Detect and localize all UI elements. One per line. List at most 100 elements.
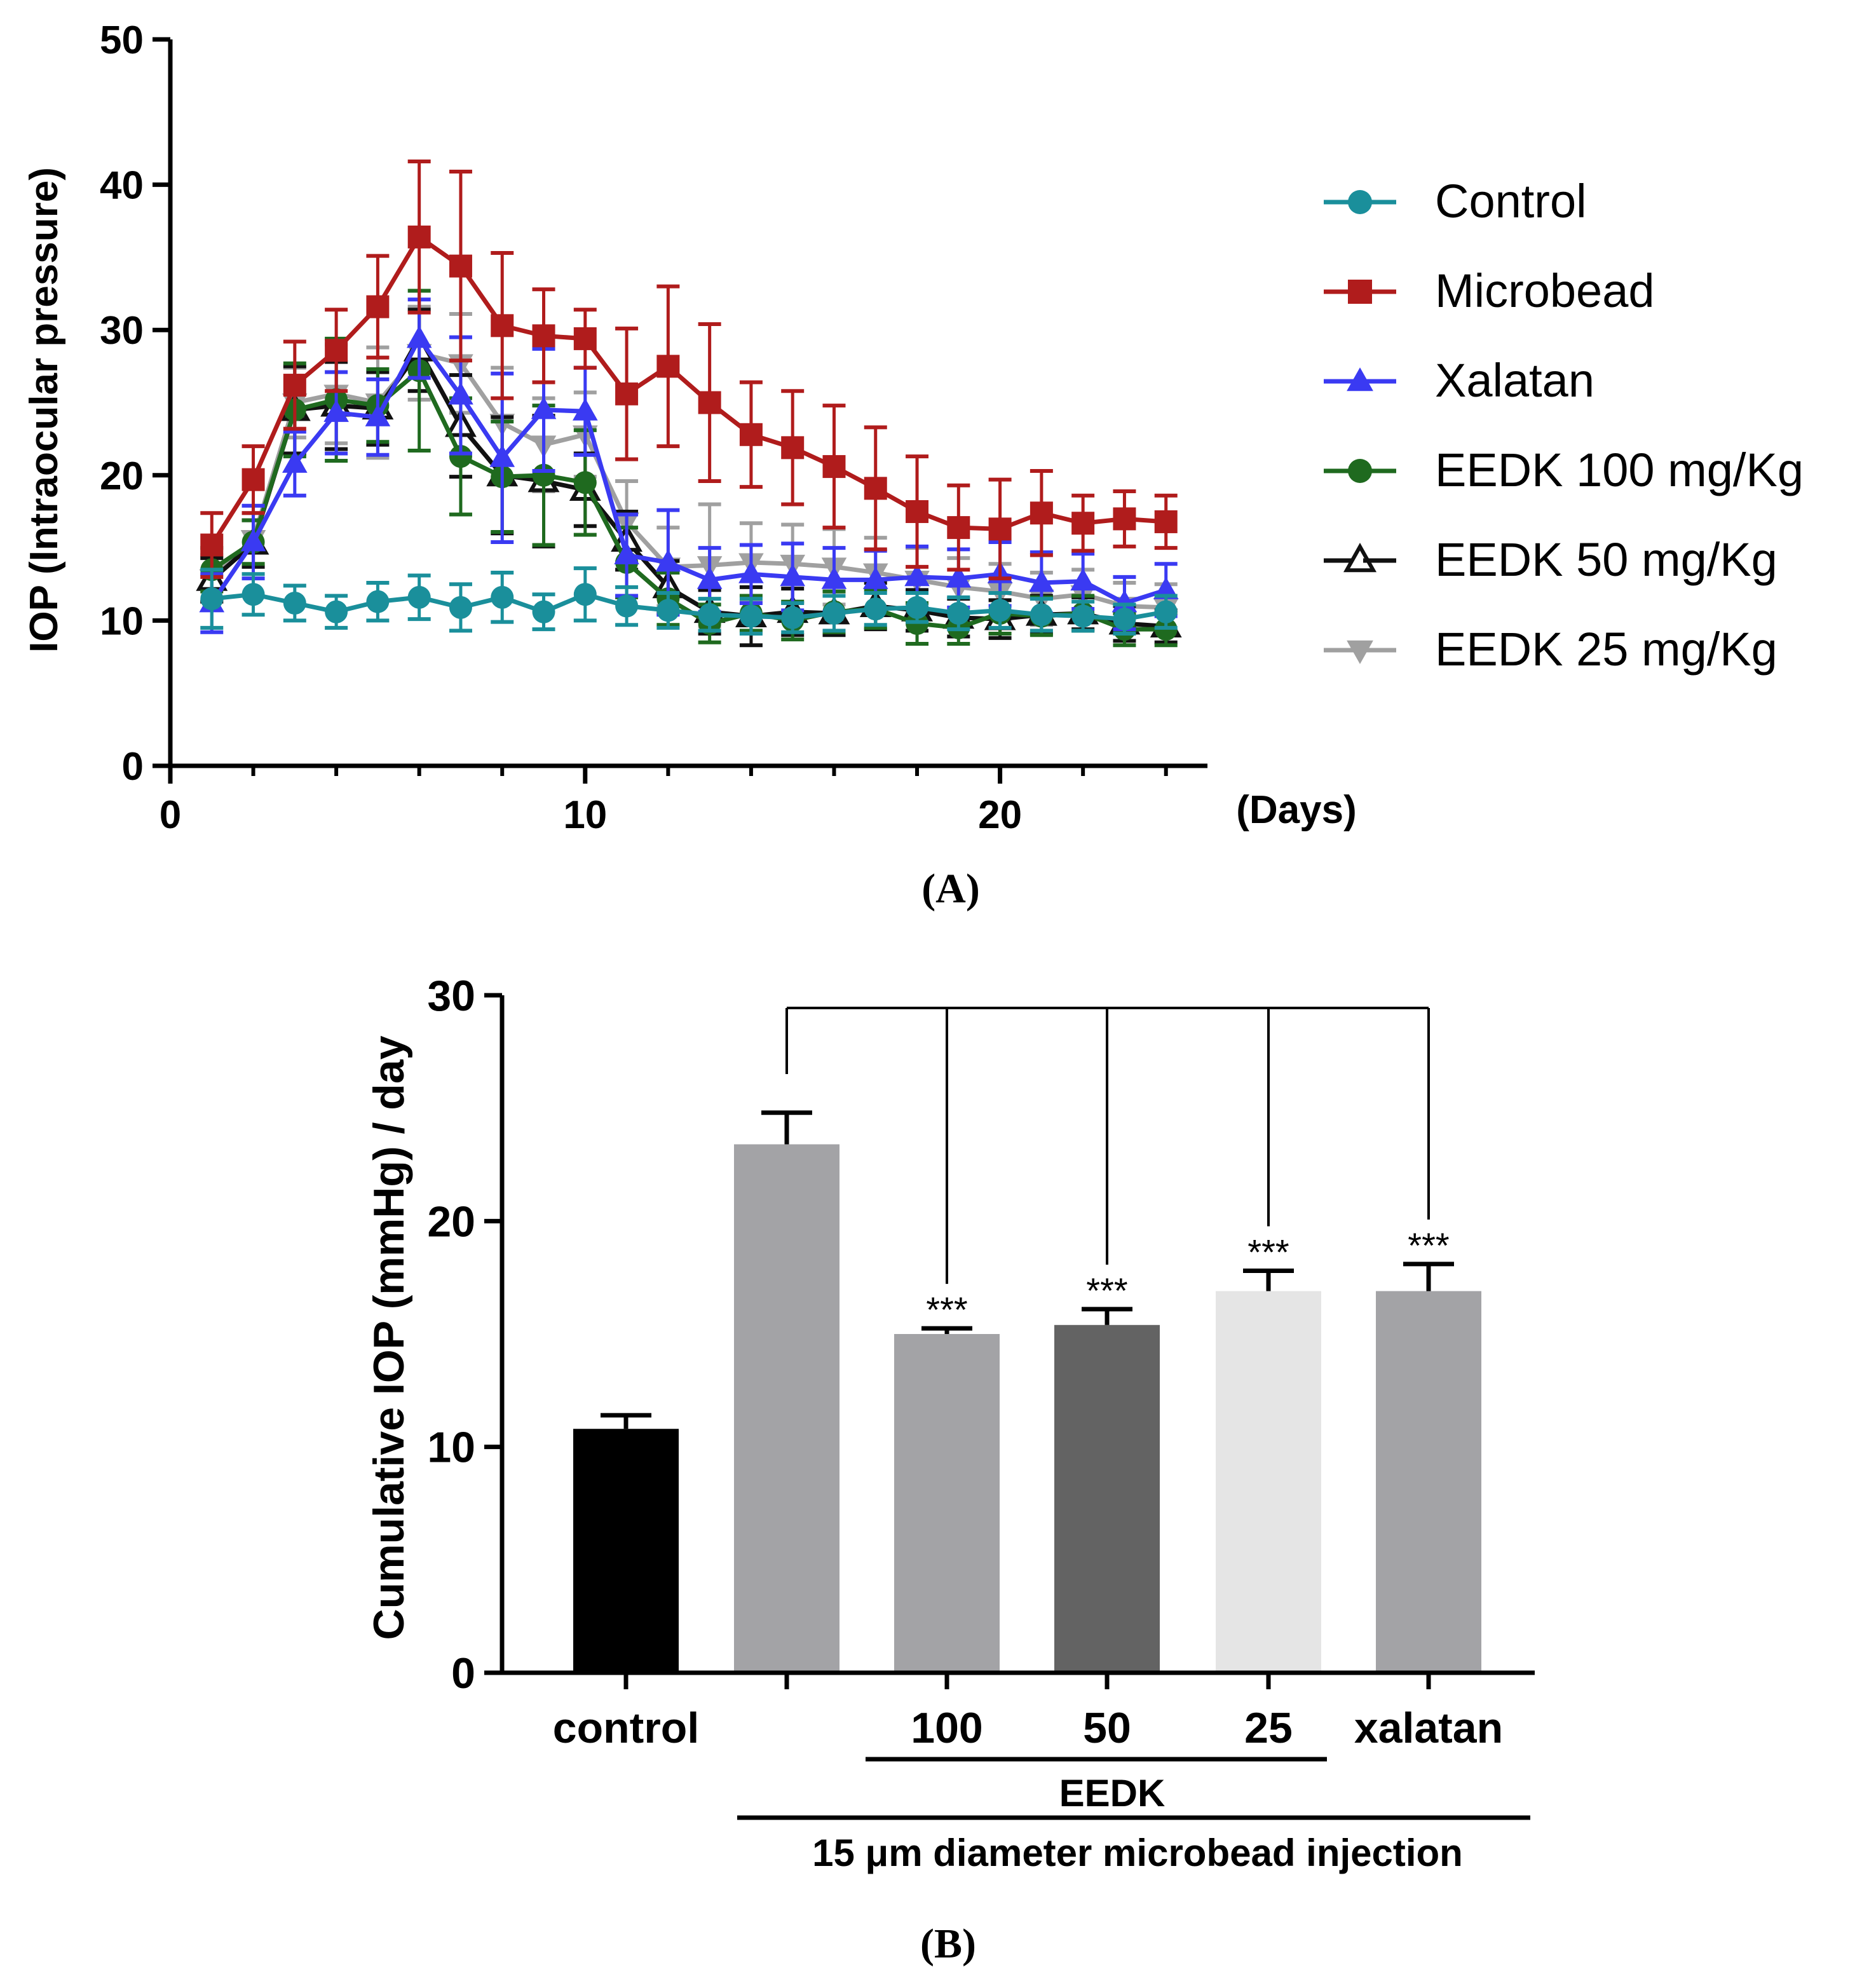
- y-tick-label: 20: [427, 1197, 475, 1246]
- x-tick-label: 25: [1244, 1704, 1293, 1752]
- data-point: [947, 601, 970, 625]
- y-tick-labels: 0 10 20 30 40 50: [100, 18, 144, 789]
- legend: Control Microbead Xalatan EEDK 100 mg/Kg EED…: [1324, 175, 1804, 676]
- comparison-brackets: [785, 1007, 1430, 1284]
- legend-label: Control: [1435, 175, 1587, 228]
- bar: [894, 1334, 1000, 1673]
- data-point: [241, 468, 265, 491]
- significance-label: ***: [1247, 1232, 1289, 1272]
- y-tick-labels: 0 10 20 30: [427, 972, 475, 1698]
- iop-line-chart: IOP (Intraocular pressure) 0 10 20 30 40 50 0…: [22, 18, 1804, 912]
- data-point: [697, 566, 723, 589]
- data-point: [739, 604, 763, 628]
- data-point: [200, 587, 224, 611]
- x-axis-label: (Days): [1236, 788, 1357, 832]
- bar-group: [573, 1413, 679, 1673]
- x-tick-label: 100: [911, 1704, 982, 1752]
- legend-entry-eedk-25-mg-kg: EEDK 25 mg/Kg: [1324, 623, 1777, 676]
- data-point: [366, 295, 390, 318]
- x-tick-label: control: [553, 1704, 699, 1752]
- data-point: [573, 583, 597, 606]
- data-point: [1029, 569, 1054, 592]
- data-point: [698, 603, 721, 627]
- data-point: [489, 444, 515, 467]
- x-tick-labels: control 100 50 25 xalatan: [553, 1704, 1503, 1752]
- data-point: [449, 445, 472, 468]
- data-point: [781, 436, 805, 459]
- x-tick-label: 20: [978, 793, 1022, 837]
- data-point: [1113, 608, 1136, 631]
- y-tick-label: 40: [100, 164, 144, 208]
- legend-marker: [1347, 367, 1373, 391]
- data-point: [532, 600, 555, 623]
- x-tick-label: 50: [1083, 1704, 1131, 1752]
- data-point: [906, 500, 929, 523]
- series-line: [210, 334, 1167, 606]
- y-tick-label: 50: [100, 18, 144, 62]
- data-point: [906, 596, 929, 619]
- data-point: [1030, 603, 1053, 627]
- bar-group: ***: [894, 1290, 1000, 1673]
- data-point: [822, 601, 846, 625]
- significance-label: ***: [1086, 1270, 1127, 1310]
- series-microbead: [200, 160, 1178, 581]
- data-point: [1111, 590, 1138, 613]
- y-tick-label: 0: [122, 745, 144, 789]
- data-point: [532, 324, 555, 348]
- panel-label-b: (B): [920, 1921, 976, 1967]
- data-point: [821, 566, 847, 589]
- data-point: [822, 455, 846, 479]
- y-tick-label: 20: [100, 454, 144, 498]
- x-tick-label: xalatan: [1354, 1704, 1503, 1752]
- data-point: [282, 450, 308, 473]
- axes: [484, 993, 1535, 1689]
- bar: [1054, 1324, 1160, 1673]
- panel-label-a: (A): [921, 866, 980, 912]
- data-point: [406, 325, 432, 348]
- y-tick-label: 10: [100, 599, 144, 643]
- legend-marker: [1348, 459, 1372, 483]
- series-line: [210, 367, 1166, 632]
- data-point: [1071, 604, 1095, 628]
- data-point: [283, 374, 306, 397]
- data-point: [864, 597, 887, 621]
- data-point: [738, 561, 764, 583]
- data-point: [988, 599, 1012, 622]
- data-point: [449, 254, 472, 278]
- data-point: [573, 327, 597, 350]
- legend-label: Xalatan: [1435, 354, 1594, 407]
- eedk-group-label: EEDK: [1059, 1772, 1166, 1814]
- series-control: [200, 566, 1178, 636]
- legend-entry-eedk-50-mg-kg: EEDK 50 mg/Kg: [1324, 533, 1777, 586]
- data-point: [656, 599, 680, 622]
- data-point: [739, 423, 763, 446]
- data-point: [1070, 568, 1096, 591]
- data-point: [864, 477, 887, 500]
- legend-marker: [1348, 190, 1372, 214]
- legend-entry-xalatan: Xalatan: [1324, 354, 1594, 407]
- data-point: [904, 564, 930, 587]
- y-tick-label: 0: [451, 1649, 475, 1698]
- data-point: [1153, 576, 1179, 599]
- data-point: [781, 606, 805, 629]
- data-point: [323, 399, 349, 422]
- y-tick-label: 30: [427, 972, 475, 1020]
- series-line: [210, 346, 1166, 629]
- data-point: [365, 404, 391, 426]
- significance-label: ***: [1408, 1225, 1449, 1265]
- legend-entry-control: Control: [1324, 175, 1587, 228]
- data-point: [1030, 501, 1053, 525]
- data-point: [988, 517, 1012, 541]
- y-axis-label: IOP (Intraocular pressure): [22, 167, 66, 653]
- data-point: [615, 594, 639, 618]
- significance-label: ***: [926, 1290, 967, 1330]
- legend-label: EEDK 25 mg/Kg: [1435, 623, 1777, 676]
- data-point: [698, 391, 721, 414]
- bar-group: [734, 1110, 839, 1673]
- data-point: [491, 314, 514, 337]
- data-point: [407, 585, 431, 609]
- data-point: [1154, 600, 1178, 623]
- data-point: [325, 600, 348, 623]
